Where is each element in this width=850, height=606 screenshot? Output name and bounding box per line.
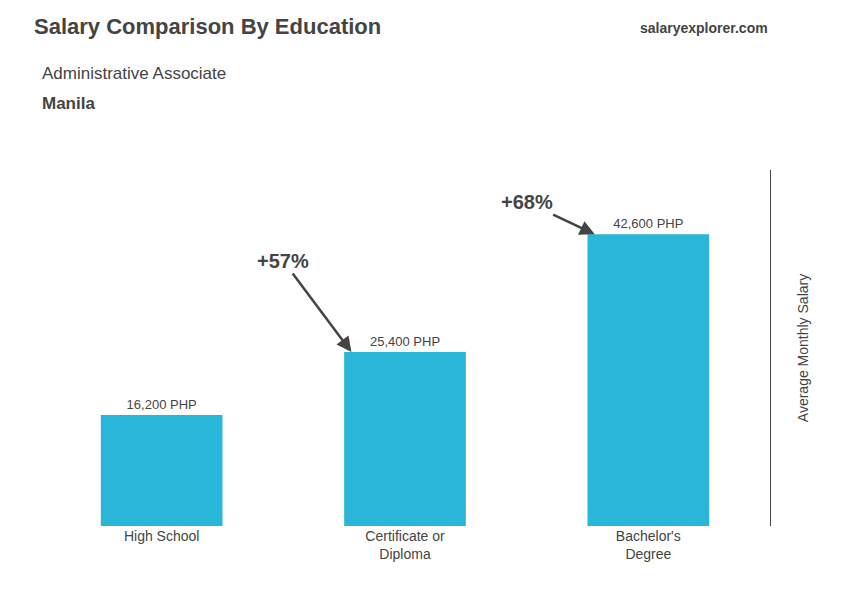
svg-text:+68%: +68%	[501, 191, 553, 213]
svg-text:Salary Comparison By Education: Salary Comparison By Education	[34, 14, 381, 39]
svg-text:42,600 PHP: 42,600 PHP	[613, 216, 683, 231]
svg-text:Manila: Manila	[42, 94, 95, 113]
svg-text:salaryexplorer.com: salaryexplorer.com	[640, 20, 768, 36]
svg-text:Certificate orDiploma: Certificate orDiploma	[365, 528, 445, 562]
svg-text:16,200 PHP: 16,200 PHP	[127, 397, 197, 412]
svg-text:Bachelor'sDegree: Bachelor'sDegree	[616, 528, 681, 562]
svg-text:Administrative Associate: Administrative Associate	[42, 64, 226, 83]
svg-text:25,400 PHP: 25,400 PHP	[370, 334, 440, 349]
svg-text:Average Monthly Salary: Average Monthly Salary	[795, 274, 811, 422]
svg-text:High School: High School	[124, 528, 200, 544]
svg-text:+57%: +57%	[257, 250, 309, 272]
